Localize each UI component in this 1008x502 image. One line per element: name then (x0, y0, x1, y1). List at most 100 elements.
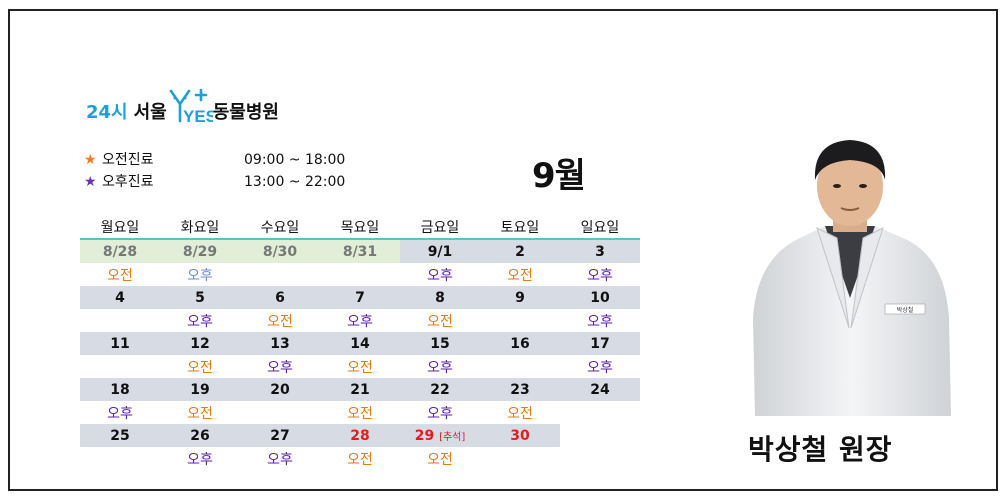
shift-cell: 오후 (427, 359, 453, 376)
weekday-sun: 일요일 (560, 216, 640, 240)
week-5-dates: 25 26 27 28 29 [추석] 30 (80, 424, 640, 447)
shift-cell (240, 263, 320, 286)
shift-cell: 오후 (107, 405, 133, 422)
shift-cell: 오전 (107, 267, 133, 284)
date-cell (560, 424, 640, 447)
weekday-thu: 목요일 (320, 216, 400, 240)
hospital-logo: 24시 서울 YES 동물병원 (86, 84, 279, 124)
weekday-mon: 월요일 (80, 216, 160, 240)
date-cell: 8/29 (160, 239, 240, 263)
date-cell: 11 (80, 332, 160, 355)
doctor-photo: 박상철 (753, 140, 951, 416)
purple-star-icon: ★ (84, 174, 97, 190)
week-2-dates: 4 5 6 7 8 9 10 (80, 286, 640, 309)
week-2-shifts: 오후 오전 오후 오전 오후 (80, 309, 640, 332)
weekday-header: 월요일 화요일 수요일 목요일 금요일 토요일 일요일 (80, 216, 640, 240)
date-cell: 2 (480, 239, 560, 263)
shift-cell (320, 263, 400, 286)
afternoon-hours-row: ★ 오후진료 13:00 ~ 22:00 (84, 171, 364, 193)
shift-cell: 오후 (427, 405, 453, 422)
doctor-name: 박상철 원장 (748, 433, 893, 466)
logo-hospital: 동물병원 (212, 102, 279, 123)
shift-cell (560, 447, 640, 470)
shift-cell: 오후 (587, 313, 613, 330)
shift-cell: 오후 (347, 313, 373, 330)
month-title: 9월 (532, 156, 586, 196)
shift-cell (560, 401, 640, 424)
shift-cell: 오후 (587, 267, 613, 284)
date-cell: 6 (240, 286, 320, 309)
morning-hours-row: ★ 오전진료 09:00 ~ 18:00 (84, 149, 364, 171)
shift-cell: 오전 (347, 359, 373, 376)
shift-cell: 오전 (427, 451, 453, 468)
morning-label: 오전진료 (102, 152, 154, 168)
weekday-sat: 토요일 (480, 216, 560, 240)
week-1-shifts: 오전 오후 오후 오전 오후 (80, 263, 640, 286)
logo-city: 서울 (133, 102, 167, 123)
shift-cell: 오후 (187, 267, 213, 284)
date-cell: 25 (80, 424, 160, 447)
logo-brand: YES (183, 107, 213, 124)
shift-cell: 오후 (267, 359, 293, 376)
date-cell: 8/30 (240, 239, 320, 263)
shift-cell (480, 355, 560, 378)
shift-cell: 오후 (267, 451, 293, 468)
date-cell: 17 (560, 332, 640, 355)
week-4-shifts: 오후 오전 오전 오후 오전 (80, 401, 640, 424)
date-cell: 23 (480, 378, 560, 401)
shift-cell: 오전 (187, 405, 213, 422)
weekday-fri: 금요일 (400, 216, 480, 240)
shift-cell: 오전 (347, 405, 373, 422)
date-cell: 19 (160, 378, 240, 401)
date-cell: 7 (320, 286, 400, 309)
date-cell: 14 (320, 332, 400, 355)
week-3-dates: 11 12 13 14 15 16 17 (80, 332, 640, 355)
shift-cell (480, 309, 560, 332)
shift-cell: 오전 (507, 267, 533, 284)
poster-frame (8, 9, 998, 491)
holiday-date-cell: 30 (480, 424, 560, 447)
date-cell: 9/1 (400, 239, 480, 263)
date-cell: 10 (560, 286, 640, 309)
shift-cell: 오후 (587, 359, 613, 376)
date-cell: 20 (240, 378, 320, 401)
yes-logo-mark: YES (169, 88, 213, 124)
shift-cell: 오전 (347, 451, 373, 468)
shift-cell: 오후 (427, 267, 453, 284)
shift-cell: 오후 (187, 313, 213, 330)
logo-24h: 24시 (86, 102, 128, 123)
holiday-date-cell: 28 (320, 424, 400, 447)
week-1-dates: 8/28 8/29 8/30 8/31 9/1 2 3 (80, 239, 640, 263)
shift-cell (80, 447, 160, 470)
shift-cell: 오전 (507, 405, 533, 422)
afternoon-time: 13:00 ~ 22:00 (244, 174, 346, 190)
orange-star-icon: ★ (84, 152, 97, 168)
date-cell: 26 (160, 424, 240, 447)
morning-time: 09:00 ~ 18:00 (244, 152, 346, 168)
date-cell: 15 (400, 332, 480, 355)
badge-name: 박상철 (897, 306, 914, 314)
shift-cell (480, 447, 560, 470)
holiday-note: [추석] (439, 431, 466, 443)
shift-cell (80, 355, 160, 378)
date-cell: 21 (320, 378, 400, 401)
week-5-shifts: 오후 오후 오전 오전 (80, 447, 640, 470)
date-cell: 8 (400, 286, 480, 309)
date-cell: 5 (160, 286, 240, 309)
shift-cell: 오전 (427, 313, 453, 330)
date-cell: 3 (560, 239, 640, 263)
week-3-shifts: 오전 오후 오전 오후 오후 (80, 355, 640, 378)
holiday-date: 29 (414, 427, 435, 444)
weekday-wed: 수요일 (240, 216, 320, 240)
date-cell: 9 (480, 286, 560, 309)
date-cell: 16 (480, 332, 560, 355)
date-cell: 8/28 (80, 239, 160, 263)
shift-cell (240, 401, 320, 424)
shift-cell: 오전 (267, 313, 293, 330)
shift-cell: 오후 (187, 451, 213, 468)
afternoon-label: 오후진료 (102, 174, 154, 190)
date-cell: 12 (160, 332, 240, 355)
shift-cell: 오전 (187, 359, 213, 376)
week-4-dates: 18 19 20 21 22 23 24 (80, 378, 640, 401)
date-cell: 8/31 (320, 239, 400, 263)
